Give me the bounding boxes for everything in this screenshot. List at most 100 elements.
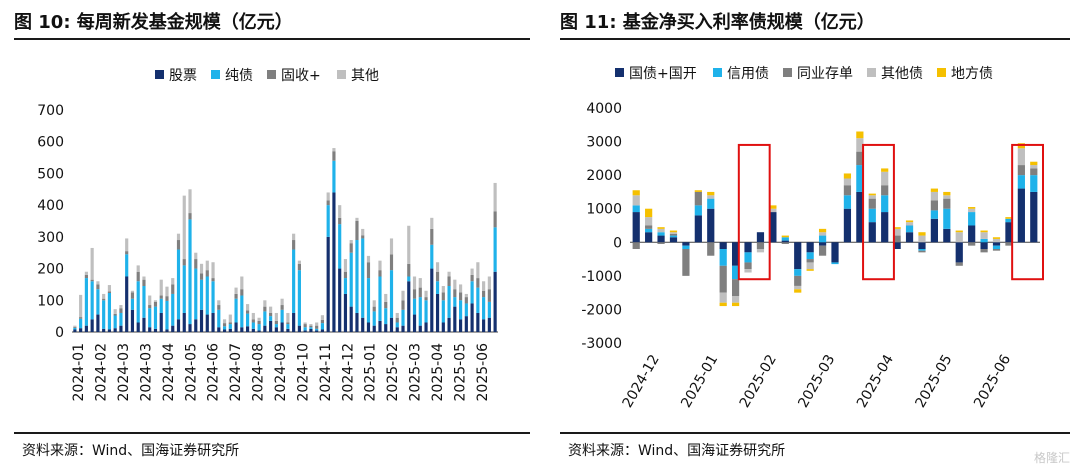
bar-segment: [955, 262, 963, 266]
bar-segment: [113, 313, 117, 316]
bar-segment: [361, 317, 365, 332]
x-tick: 2024-11: [318, 343, 334, 402]
legend-swatch: [337, 70, 346, 79]
bar-segment: [280, 322, 284, 332]
bar-segment: [707, 242, 715, 256]
bar-segment: [292, 233, 296, 241]
bar-segment: [732, 279, 740, 296]
bar-segment: [843, 178, 852, 186]
bar-segment: [332, 160, 336, 193]
bar-segment: [1030, 168, 1038, 176]
bar-segment: [744, 262, 752, 270]
legend-label: 股票: [169, 68, 197, 84]
bar-segment: [199, 309, 204, 332]
x-tick-label: 2025-05: [912, 352, 955, 411]
bar-segment: [159, 279, 163, 296]
bar-segment: [868, 195, 876, 199]
bar-segment: [280, 309, 284, 323]
bar-segment: [240, 295, 244, 328]
bar-segment: [930, 218, 938, 243]
bar-segment: [159, 295, 163, 299]
legend-swatch: [713, 68, 722, 77]
bar-segment: [464, 316, 468, 332]
bar-segment: [228, 314, 232, 323]
bar-segment: [125, 238, 129, 252]
bar-segment: [856, 151, 864, 166]
x-tick: 2024-03: [116, 343, 132, 402]
bar-segment: [130, 298, 135, 310]
bar-segment: [418, 278, 422, 288]
x-tick-label: 2024-02: [94, 343, 110, 402]
bar-segment: [794, 242, 802, 270]
bar-segment: [240, 289, 244, 296]
bar-segment: [464, 303, 468, 317]
bar-segment: [332, 151, 336, 161]
y-tick-label: 0: [613, 235, 622, 251]
x-tick: 2025-01: [363, 343, 379, 402]
bar-segment: [968, 212, 976, 226]
bar-segment: [868, 208, 876, 223]
bar-segment: [119, 312, 123, 326]
legend-label: 其他: [351, 68, 379, 84]
left-source-note: 资料来源：Wind、国海证券研究所: [22, 443, 240, 459]
bar-segment: [992, 237, 1001, 239]
bar-segment: [905, 222, 914, 226]
bar-segment: [694, 215, 702, 243]
bar-segment: [274, 312, 278, 321]
x-tick-label: 2024-11: [318, 343, 334, 402]
x-tick: 2024-08: [251, 343, 267, 402]
bar-segment: [246, 326, 250, 332]
bar-segment: [84, 278, 88, 326]
bar-segment: [732, 302, 740, 307]
bar-segment: [292, 240, 296, 250]
x-tick: 2024-06: [206, 343, 222, 402]
bar-segment: [107, 291, 112, 293]
bar-segment: [453, 297, 457, 307]
bar-segment: [303, 322, 307, 325]
bar-segment: [412, 298, 417, 315]
right-source-note: 资料来源：Wind、国海证券研究所: [568, 443, 786, 459]
x-tick: 2024-10: [295, 343, 311, 402]
bar-segment: [130, 292, 135, 299]
bar-segment: [251, 328, 255, 332]
bar-segment: [682, 245, 690, 249]
bar-segment: [389, 238, 394, 255]
legend-swatch: [937, 68, 946, 77]
bar-segment: [893, 228, 901, 236]
bar-segment: [418, 297, 422, 326]
bar-segment: [263, 311, 267, 326]
bar-segment: [366, 262, 371, 279]
bar-segment: [205, 314, 209, 332]
right-chart: -3000 -2000 -1000 0 1000 2000 3000 4000 2024-12 2…: [581, 66, 1044, 411]
bar-segment: [205, 260, 209, 271]
bar-segment: [102, 293, 106, 299]
bar-segment: [1005, 217, 1013, 219]
y-tick-label: 3000: [586, 135, 622, 151]
bar-segment: [372, 325, 376, 332]
bar-segment: [79, 294, 83, 318]
bar-segment: [424, 297, 428, 301]
bar-segment: [297, 260, 301, 264]
y-tick-label: 0: [55, 325, 64, 341]
x-tick: 2024-04: [161, 343, 177, 402]
bar-segment: [482, 281, 486, 291]
bar-segment: [274, 324, 278, 328]
bar-segment: [257, 330, 261, 332]
bar-segment: [401, 325, 405, 332]
bar-segment: [657, 242, 665, 244]
bar-segment: [1017, 188, 1025, 243]
bar-segment: [918, 232, 926, 236]
bar-segment: [228, 324, 232, 329]
x-tick: 2024-03: [138, 343, 154, 402]
bar-segment: [669, 235, 678, 238]
bar-segment: [1017, 165, 1025, 176]
bar-segment: [806, 269, 814, 271]
bar-segment: [113, 328, 117, 332]
bar-segment: [464, 297, 468, 304]
bar-segment: [349, 243, 353, 253]
bar-segment: [968, 207, 976, 209]
bar-segment: [257, 324, 261, 331]
bar-segment: [269, 312, 273, 317]
bar-segment: [669, 230, 678, 233]
bar-segment: [794, 285, 802, 290]
